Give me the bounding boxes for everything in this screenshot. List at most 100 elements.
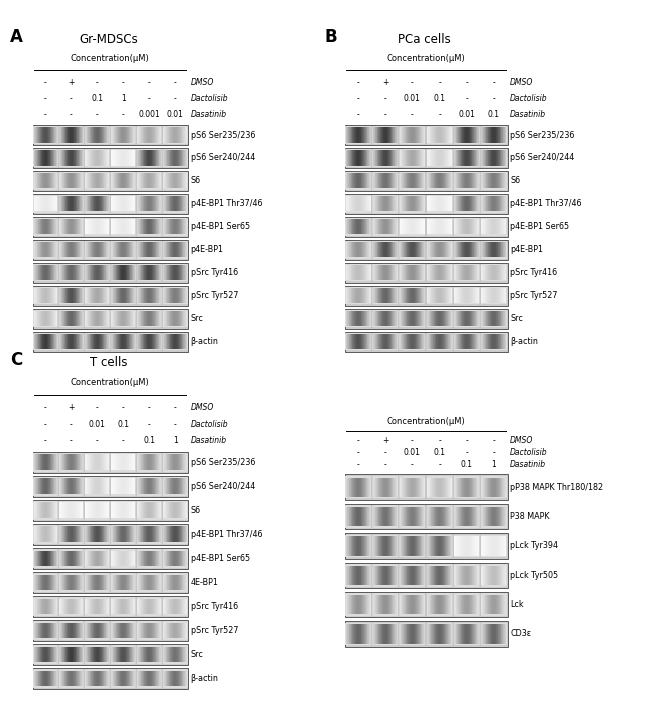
Bar — [454, 564, 480, 586]
Bar — [345, 127, 371, 144]
Bar — [111, 195, 136, 212]
Bar — [32, 620, 188, 641]
Text: -: - — [465, 436, 468, 445]
Bar — [59, 598, 84, 616]
Bar — [162, 621, 188, 640]
Bar — [59, 501, 84, 520]
Text: -: - — [493, 94, 495, 103]
Text: -: - — [384, 448, 387, 457]
Text: p4E-BP1 Thr37/46: p4E-BP1 Thr37/46 — [510, 200, 582, 208]
Bar — [345, 593, 371, 616]
Bar — [454, 535, 480, 557]
Bar — [59, 525, 84, 543]
Bar — [345, 535, 371, 557]
Bar — [162, 127, 188, 144]
Bar — [136, 310, 162, 328]
Bar — [111, 598, 136, 616]
Bar — [454, 333, 480, 350]
Bar — [33, 525, 58, 543]
Bar — [345, 195, 371, 212]
Bar — [32, 572, 188, 593]
Bar — [345, 149, 371, 167]
Bar — [454, 149, 480, 167]
Bar — [59, 264, 84, 281]
Bar — [33, 501, 58, 520]
Text: -: - — [44, 110, 47, 119]
Bar — [111, 172, 136, 190]
Bar — [372, 333, 398, 350]
Bar — [399, 564, 426, 586]
Text: β-actin: β-actin — [510, 337, 538, 346]
Text: 0.01: 0.01 — [458, 110, 475, 119]
Text: S6: S6 — [510, 176, 520, 186]
Text: -: - — [70, 94, 73, 103]
Text: -: - — [122, 436, 125, 445]
Text: pS6 Ser235/236: pS6 Ser235/236 — [190, 458, 255, 467]
Text: -: - — [122, 404, 125, 412]
Text: -: - — [493, 448, 495, 457]
Bar — [426, 195, 452, 212]
Bar — [426, 127, 452, 144]
Text: S6: S6 — [190, 506, 201, 515]
Bar — [345, 623, 371, 645]
Bar — [136, 241, 162, 259]
Bar — [481, 505, 507, 528]
Bar — [481, 241, 507, 259]
Text: pS6 Ser240/244: pS6 Ser240/244 — [190, 482, 255, 491]
Text: Dactolisib: Dactolisib — [510, 94, 548, 103]
Text: pS6 Ser240/244: pS6 Ser240/244 — [190, 153, 255, 162]
Bar — [162, 195, 188, 212]
Bar — [85, 264, 110, 281]
Bar — [32, 548, 188, 569]
Bar — [33, 172, 58, 190]
Bar — [399, 476, 426, 498]
Bar — [344, 592, 508, 617]
Text: -: - — [148, 78, 151, 87]
Bar — [426, 593, 452, 616]
Bar — [344, 285, 508, 306]
Bar — [162, 333, 188, 350]
Bar — [426, 476, 452, 498]
Bar — [372, 505, 398, 528]
Bar — [426, 310, 452, 328]
Bar — [162, 573, 188, 592]
Bar — [162, 501, 188, 520]
Text: -: - — [411, 460, 414, 469]
Text: 0.1: 0.1 — [488, 110, 500, 119]
Bar — [162, 525, 188, 543]
Bar — [162, 669, 188, 688]
Bar — [85, 669, 110, 688]
Bar — [399, 593, 426, 616]
Bar — [345, 218, 371, 236]
Bar — [454, 241, 480, 259]
Bar — [344, 171, 508, 191]
Text: Dactolisib: Dactolisib — [190, 420, 228, 429]
Text: Dasatinib: Dasatinib — [190, 436, 227, 445]
Bar — [426, 218, 452, 236]
Bar — [481, 310, 507, 328]
Bar — [59, 287, 84, 304]
Text: -: - — [70, 420, 73, 429]
Bar — [162, 172, 188, 190]
Bar — [162, 149, 188, 167]
Bar — [454, 593, 480, 616]
Bar — [85, 333, 110, 350]
Bar — [111, 127, 136, 144]
Bar — [32, 194, 188, 214]
Bar — [372, 593, 398, 616]
Text: -: - — [465, 448, 468, 457]
Text: -: - — [44, 436, 47, 445]
Bar — [426, 623, 452, 645]
Bar — [481, 195, 507, 212]
Bar — [32, 596, 188, 617]
Bar — [136, 573, 162, 592]
Text: -: - — [357, 110, 359, 119]
Bar — [136, 621, 162, 640]
Text: 0.1: 0.1 — [143, 436, 155, 445]
Text: -: - — [148, 404, 151, 412]
Bar — [32, 240, 188, 259]
Text: DMSO: DMSO — [190, 78, 214, 87]
Bar — [372, 535, 398, 557]
Text: T cells: T cells — [90, 356, 127, 369]
Bar — [33, 477, 58, 496]
